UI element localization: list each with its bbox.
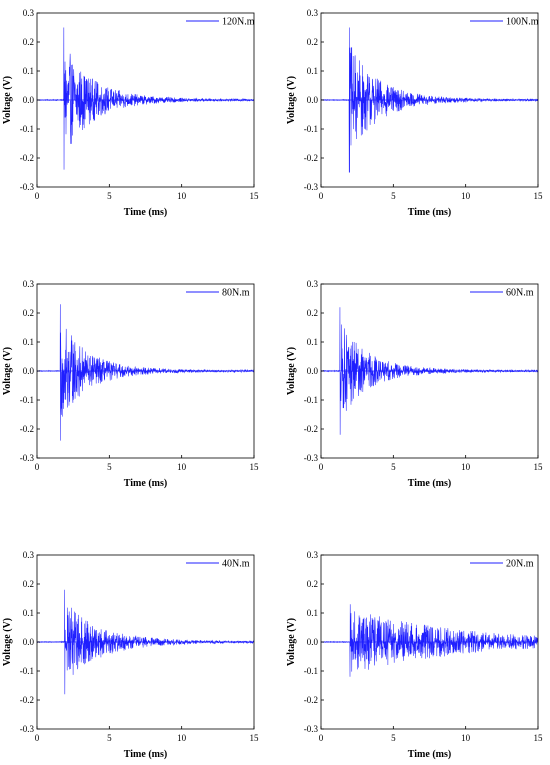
x-tick-label: 15 [250,462,260,472]
y-axis-title: Voltage (V) [2,618,13,666]
legend-label: 100N.m [506,17,539,28]
x-tick-label: 5 [107,191,112,201]
y-tick-label: 0.1 [307,608,318,618]
x-tick-label: 10 [461,191,471,201]
y-tick-label: 0.3 [23,279,35,289]
x-tick-label: 0 [35,733,40,743]
x-axis-title: Time (ms) [408,478,451,489]
x-tick-label: 10 [177,462,187,472]
y-axis-title: Voltage (V) [286,347,297,395]
y-tick-label: -0.1 [20,124,34,134]
x-axis-title: Time (ms) [124,478,167,489]
y-tick-label: 0.2 [307,37,318,47]
x-tick-label: 5 [107,462,112,472]
legend-label: 60N.m [506,288,534,299]
y-tick-label: 0.3 [23,8,35,18]
series-line-120N.m [37,27,254,170]
x-axis-title: Time (ms) [124,749,167,760]
y-tick-label: 0.0 [307,637,319,647]
y-tick-label: -0.2 [304,695,318,705]
y-tick-label: -0.1 [304,666,318,676]
legend-label: 20N.m [506,559,534,570]
y-tick-label: 0.0 [307,366,319,376]
y-tick-label: 0.3 [307,8,319,18]
x-tick-label: 5 [391,462,396,472]
x-tick-label: 15 [250,733,260,743]
y-tick-label: -0.2 [20,153,34,163]
y-tick-label: 0.1 [307,66,318,76]
y-tick-label: -0.1 [20,395,34,405]
x-tick-label: 10 [177,733,187,743]
y-tick-label: 0.0 [23,95,35,105]
x-axis-title: Time (ms) [124,207,167,218]
chart-panel-5: -0.3 -0.2 -0.1 0.0 0.1 0.2 0.3 0 5 10 15 Time (ms) V… [2,550,259,760]
x-tick-label: 5 [391,733,396,743]
legend-label: 120N.m [222,17,255,28]
series-line-60N.m [321,307,538,435]
chart-panel-4: -0.3 -0.2 -0.1 0.0 0.1 0.2 0.3 0 5 10 15 Time (ms) V… [286,279,543,489]
y-axis-title: Voltage (V) [2,76,13,124]
x-tick-label: 15 [534,462,544,472]
y-tick-label: -0.2 [304,153,318,163]
y-tick-label: 0.0 [23,366,35,376]
x-axis-title: Time (ms) [408,749,451,760]
x-tick-label: 10 [461,733,471,743]
legend-label: 40N.m [222,559,250,570]
x-tick-label: 10 [461,462,471,472]
legend-label: 80N.m [222,288,250,299]
y-tick-label: -0.3 [304,724,319,734]
x-tick-label: 15 [250,191,260,201]
x-tick-label: 15 [534,733,544,743]
y-tick-label: 0.3 [307,279,319,289]
x-tick-label: 0 [35,462,40,472]
y-tick-label: -0.2 [304,424,318,434]
x-tick-label: 15 [534,191,544,201]
x-tick-label: 0 [319,733,324,743]
y-tick-label: 0.2 [23,308,34,318]
y-tick-label: -0.3 [20,453,35,463]
chart-panel-2: -0.3 -0.2 -0.1 0.0 0.1 0.2 0.3 0 5 10 15 Time (ms) V… [286,8,543,218]
x-tick-label: 0 [319,462,324,472]
x-tick-label: 0 [35,191,40,201]
x-tick-label: 5 [107,733,112,743]
y-tick-label: -0.1 [304,124,318,134]
y-tick-label: 0.0 [23,637,35,647]
y-tick-label: 0.2 [307,579,318,589]
y-tick-label: -0.3 [304,453,319,463]
chart-panel-6: -0.3 -0.2 -0.1 0.0 0.1 0.2 0.3 0 5 10 15 Time (ms) V… [286,550,543,760]
y-axis-title: Voltage (V) [286,618,297,666]
series-line-20N.m [321,604,538,677]
chart-panel-3: -0.3 -0.2 -0.1 0.0 0.1 0.2 0.3 0 5 10 15 Time (ms) V… [2,279,259,489]
x-axis-title: Time (ms) [408,207,451,218]
y-tick-label: 0.1 [23,66,34,76]
y-tick-label: -0.1 [304,395,318,405]
x-tick-label: 5 [391,191,396,201]
series-line-80N.m [37,304,254,441]
y-tick-label: 0.1 [307,337,318,347]
y-tick-label: -0.3 [304,182,319,192]
y-axis-title: Voltage (V) [286,76,297,124]
y-tick-label: -0.3 [20,182,35,192]
y-tick-label: 0.0 [307,95,319,105]
y-tick-label: -0.1 [20,666,34,676]
y-tick-label: 0.1 [23,337,34,347]
y-tick-label: 0.2 [23,37,34,47]
y-tick-label: 0.3 [307,550,319,560]
y-tick-label: 0.1 [23,608,34,618]
y-axis-title: Voltage (V) [2,347,13,395]
y-tick-label: 0.3 [23,550,35,560]
x-tick-label: 0 [319,191,324,201]
y-tick-label: 0.2 [23,579,34,589]
chart-panel-1: -0.3 -0.2 -0.1 0.0 0.1 0.2 0.3 0 5 10 15 Time (ms) V… [2,8,259,218]
y-tick-label: -0.2 [20,695,34,705]
y-tick-label: -0.2 [20,424,34,434]
x-tick-label: 10 [177,191,187,201]
y-tick-label: -0.3 [20,724,35,734]
y-tick-label: 0.2 [307,308,318,318]
